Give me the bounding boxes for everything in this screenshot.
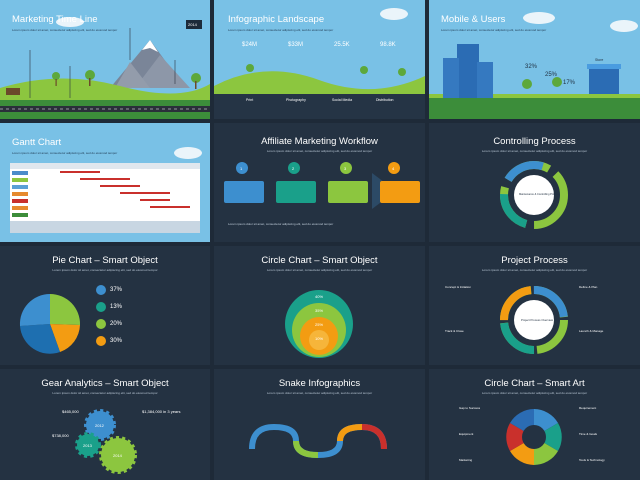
pie-percent: 30% xyxy=(110,338,123,344)
step-number: 1 xyxy=(240,166,243,171)
slide-subtitle: Lorem ipsum dolor sit amet, consectetur … xyxy=(266,268,373,272)
controlling-process-ring xyxy=(500,161,568,229)
body-text: Lorem ipsum dolor sit amet, consectetur … xyxy=(228,222,334,226)
slide-title: Gear Analytics – Smart Object xyxy=(41,378,169,389)
category-label: Photography xyxy=(286,98,306,102)
slide-title: Marketing Time Line xyxy=(12,14,98,25)
slide-title: Gantt Chart xyxy=(12,137,62,148)
slide-subtitle: Lorem ipsum dolor sit amet, consectetur … xyxy=(12,28,118,32)
smart-art-label: Equipment xyxy=(459,432,474,436)
slide-subtitle: Lorem ipsum dolor sit amet, consectetur … xyxy=(481,149,588,153)
slide-snake-infographics[interactable]: Snake Infographics Lorem ipsum dolor sit… xyxy=(214,369,425,480)
smart-art-label: Gap to Success xyxy=(459,406,481,410)
smart-art-circle xyxy=(506,409,562,465)
slide-title: Project Process xyxy=(501,255,568,266)
gear-illustration xyxy=(75,409,137,474)
slide-controlling-process[interactable]: Controlling Process Lorem ipsum dolor si… xyxy=(429,123,640,242)
slide-subtitle: Lorem ipsum dolor sit amet, consectetur … xyxy=(52,391,158,395)
smart-art-label: Marketing xyxy=(459,458,473,462)
slide-gear-analytics[interactable]: Gear Analytics – Smart Object Lorem ipsu… xyxy=(0,369,210,480)
category-label: Print xyxy=(246,98,254,102)
slide-pie-chart[interactable]: Pie Chart – Smart Object Lorem ipsum dol… xyxy=(0,246,210,365)
slide-title: Circle Chart – Smart Art xyxy=(484,378,585,389)
slide-circle-chart[interactable]: Circle Chart – Smart Object Lorem ipsum … xyxy=(214,246,425,365)
slide-subtitle: Lorem ipsum dolor sit amet, consectetur … xyxy=(481,391,588,395)
slide-title: Mobile & Users xyxy=(441,14,506,25)
slide-subtitle: Lorem ipsum dolor sit amet, consectetur … xyxy=(481,268,588,272)
slide-subtitle: Lorem ipsum dolor sit amet, consectetur … xyxy=(266,149,373,153)
slide-title: Controlling Process xyxy=(493,136,576,147)
gear-value: $738,000 xyxy=(52,433,69,438)
percent-label: 32% xyxy=(525,64,538,70)
slide-marketing-time-line[interactable]: Marketing Time Line Lorem ipsum dolor si… xyxy=(0,0,210,119)
gantt-illustration xyxy=(0,123,210,242)
pie-percent: 20% xyxy=(110,321,123,327)
smart-art-label: Time & Goals xyxy=(579,432,598,436)
landscape-illustration xyxy=(214,0,425,119)
slide-subtitle: Lorem ipsum dolor sit amet, consectetur … xyxy=(228,28,334,32)
slide-title: Pie Chart – Smart Object xyxy=(52,255,158,266)
smart-art-label: Requirement xyxy=(579,406,597,410)
stat-value: $33M xyxy=(288,42,304,48)
slide-subtitle: Lorem ipsum dolor sit amet, consectetur … xyxy=(266,391,373,395)
timeline-illustration xyxy=(0,0,210,119)
percent-label: 25% xyxy=(545,72,558,78)
step-number: 4 xyxy=(392,166,395,171)
slide-title: Circle Chart – Smart Object xyxy=(261,255,378,266)
gear-year: 2013 xyxy=(83,443,92,448)
process-label: Launch & Manage xyxy=(579,329,604,333)
ring-value: 25% xyxy=(315,322,324,327)
ring-value: 10% xyxy=(315,336,324,341)
slide-mobile-users[interactable]: Mobile & Users Lorem ipsum dolor sit ame… xyxy=(429,0,640,119)
percent-label: 17% xyxy=(563,80,576,86)
slide-gantt-chart[interactable]: Gantt Chart Lorem ipsum dolor sit amet, … xyxy=(0,123,210,242)
ring-value: 35% xyxy=(315,308,324,313)
slide-title: Affiliate Marketing Workflow xyxy=(261,136,378,147)
step-number: 3 xyxy=(344,166,347,171)
slide-title: Infographic Landscape xyxy=(228,14,325,25)
gear-value: $465,000 xyxy=(62,409,79,414)
process-label: Track & Close xyxy=(445,329,464,333)
pie-percent: 13% xyxy=(110,304,123,310)
workflow-illustration xyxy=(224,162,420,209)
stat-value: 98.8K xyxy=(380,42,396,48)
step-number: 2 xyxy=(292,166,295,171)
process-label: Concept & Initiation xyxy=(445,285,472,289)
project-process-ring xyxy=(500,286,568,354)
slide-project-process[interactable]: Project Process Lorem ipsum dolor sit am… xyxy=(429,246,640,365)
smart-art-label: Tools & Technology xyxy=(579,458,605,462)
process-label: Define & Plan xyxy=(579,285,598,289)
slide-subtitle: Lorem ipsum dolor sit amet, consectetur … xyxy=(52,268,158,272)
category-label: Distribution xyxy=(376,98,394,102)
slide-infographic-landscape[interactable]: Infographic Landscape Lorem ipsum dolor … xyxy=(214,0,425,119)
ring-center-label: Project Process Overview xyxy=(521,318,554,322)
city-illustration xyxy=(429,0,640,119)
slide-title: Snake Infographics xyxy=(278,378,361,389)
stat-value: $24M xyxy=(242,42,258,48)
gear-year: 2012 xyxy=(95,423,104,428)
gear-year: 2014 xyxy=(113,453,122,458)
timeline-year-badge: 2014 xyxy=(188,22,197,27)
nested-circle-chart xyxy=(285,290,353,358)
ring-value: 40% xyxy=(315,294,324,299)
slide-affiliate-workflow[interactable]: Affiliate Marketing Workflow Lorem ipsum… xyxy=(214,123,425,242)
stat-value: 25.5K xyxy=(334,42,350,48)
gear-value: $1,384,000 in 3 years xyxy=(142,409,181,414)
pie-chart xyxy=(19,285,106,354)
store-label: Store xyxy=(595,58,604,62)
pie-percent: 37% xyxy=(110,287,123,293)
category-label: Social Media xyxy=(332,98,353,102)
slide-subtitle: Lorem ipsum dolor sit amet, consectetur … xyxy=(12,151,118,155)
slide-circle-smart-art[interactable]: Circle Chart – Smart Art Lorem ipsum dol… xyxy=(429,369,640,480)
ring-center-label: Maintenance & Controlling Process xyxy=(519,193,560,196)
snake-path xyxy=(249,423,387,459)
slide-subtitle: Lorem ipsum dolor sit amet, consectetur … xyxy=(441,28,547,32)
